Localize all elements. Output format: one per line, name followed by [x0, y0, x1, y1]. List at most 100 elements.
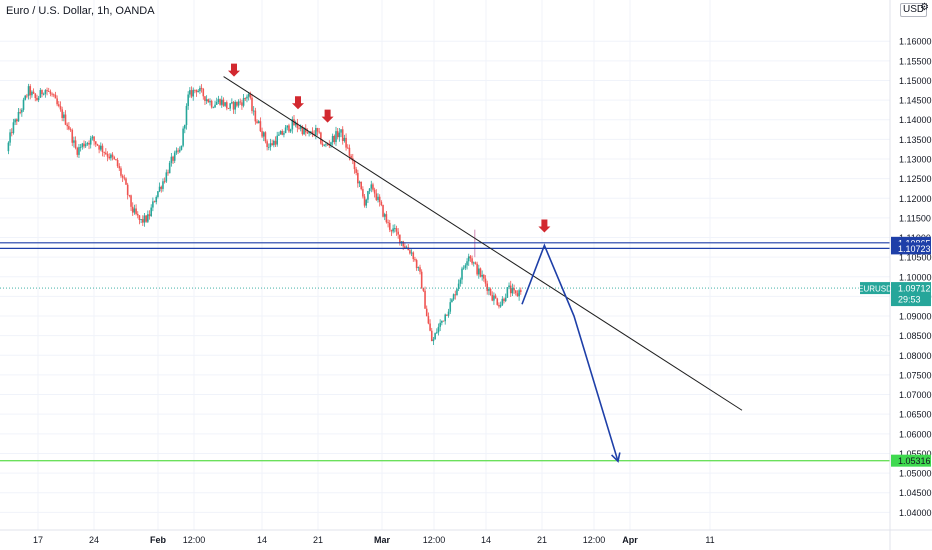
candle-body — [106, 153, 109, 157]
candle-body — [335, 131, 337, 143]
candle-body — [439, 322, 441, 327]
candle-body — [237, 101, 240, 106]
candle-body — [279, 131, 282, 135]
time-tick-label: Apr — [622, 535, 638, 545]
candle-body — [81, 143, 84, 148]
candle-body — [501, 298, 504, 306]
projection-path[interactable] — [521, 243, 619, 462]
candle-body — [152, 201, 154, 208]
arrow-down-icon[interactable] — [228, 63, 240, 77]
candle-body — [462, 267, 465, 269]
candle-body — [190, 90, 193, 97]
candle-body — [51, 93, 53, 95]
candle-body — [326, 144, 329, 146]
candle-body — [274, 140, 277, 145]
candle-body — [17, 112, 20, 122]
candle-body — [89, 138, 92, 145]
last-price-value: 1.09712 — [898, 284, 931, 294]
candle-body — [153, 201, 156, 203]
candle-body — [239, 101, 242, 103]
candle-body — [180, 145, 183, 150]
downtrend-line[interactable] — [223, 76, 743, 411]
price-tick-label: 1.12000 — [899, 194, 932, 204]
candle-body — [135, 208, 137, 214]
candle-body — [130, 195, 132, 207]
candle-body — [434, 333, 436, 340]
candle-body — [409, 250, 411, 254]
candle-body — [232, 102, 235, 110]
candle-body — [390, 229, 393, 232]
plot-area[interactable] — [0, 0, 890, 530]
candle-body — [73, 140, 75, 143]
candle-body — [113, 157, 116, 160]
candle-body — [466, 261, 468, 266]
bar-countdown: 29:53 — [898, 295, 921, 305]
candle-body — [266, 141, 268, 148]
candle-body — [115, 159, 117, 160]
candle-body — [383, 214, 386, 217]
candle-body — [160, 186, 163, 189]
candle-body — [424, 290, 426, 309]
candle-body — [311, 131, 314, 135]
candle-body — [136, 213, 139, 216]
candle-body — [142, 219, 144, 223]
candle-body — [9, 132, 11, 143]
candle-body — [306, 132, 309, 134]
candle-body — [234, 101, 236, 110]
candle-body — [289, 129, 292, 132]
candle-body — [325, 144, 327, 146]
candle-body — [205, 99, 208, 101]
candle-body — [355, 169, 357, 173]
candle-body — [158, 186, 161, 192]
candle-body — [252, 110, 255, 112]
arrow-down-icon[interactable] — [321, 109, 334, 123]
time-tick-label: 12:00 — [183, 535, 206, 545]
candle-body — [251, 97, 253, 111]
candle-body — [370, 184, 373, 189]
arrow-down-icon[interactable] — [538, 219, 551, 233]
candle-body — [441, 320, 443, 323]
candle-body — [101, 145, 104, 152]
candle-body — [303, 128, 305, 135]
candle-body — [63, 114, 65, 118]
candle-body — [21, 109, 23, 113]
candle-body — [24, 95, 26, 100]
candle-body — [316, 127, 319, 132]
candle-body — [123, 177, 126, 179]
candle-body — [140, 219, 142, 220]
candle-body — [284, 127, 287, 134]
candle-body — [93, 136, 95, 142]
candle-body — [310, 131, 312, 133]
arrow-down-icon[interactable] — [292, 96, 304, 110]
time-tick-label: 24 — [89, 535, 99, 545]
candle-body — [308, 132, 310, 134]
candle-body — [27, 86, 30, 96]
price-tick-label: 1.15500 — [899, 56, 932, 66]
candle-body — [488, 288, 490, 291]
candle-body — [32, 91, 35, 94]
candle-body — [167, 172, 169, 174]
candle-body — [256, 121, 258, 124]
candle-body — [7, 142, 10, 152]
time-tick-label: 12:00 — [423, 535, 446, 545]
candle-body — [481, 274, 483, 277]
currency-label[interactable]: USD — [900, 3, 928, 17]
settings-icon[interactable]: ⚙ — [920, 2, 929, 13]
price-tick-label: 1.04000 — [899, 508, 932, 518]
candle-body — [182, 128, 184, 146]
candle-body — [350, 155, 352, 159]
candle-body — [496, 298, 499, 305]
candle-body — [103, 151, 105, 153]
candle-body — [333, 135, 336, 143]
projection-arrowhead — [611, 452, 621, 463]
candle-body — [41, 90, 43, 95]
candle-body — [410, 252, 413, 254]
candle-body — [425, 308, 428, 317]
candle-body — [357, 172, 359, 184]
candle-body — [451, 299, 453, 303]
price-tag — [891, 454, 931, 467]
candle-body — [56, 98, 58, 105]
price-tick-label: 1.14500 — [899, 96, 932, 106]
candle-body — [46, 90, 48, 92]
